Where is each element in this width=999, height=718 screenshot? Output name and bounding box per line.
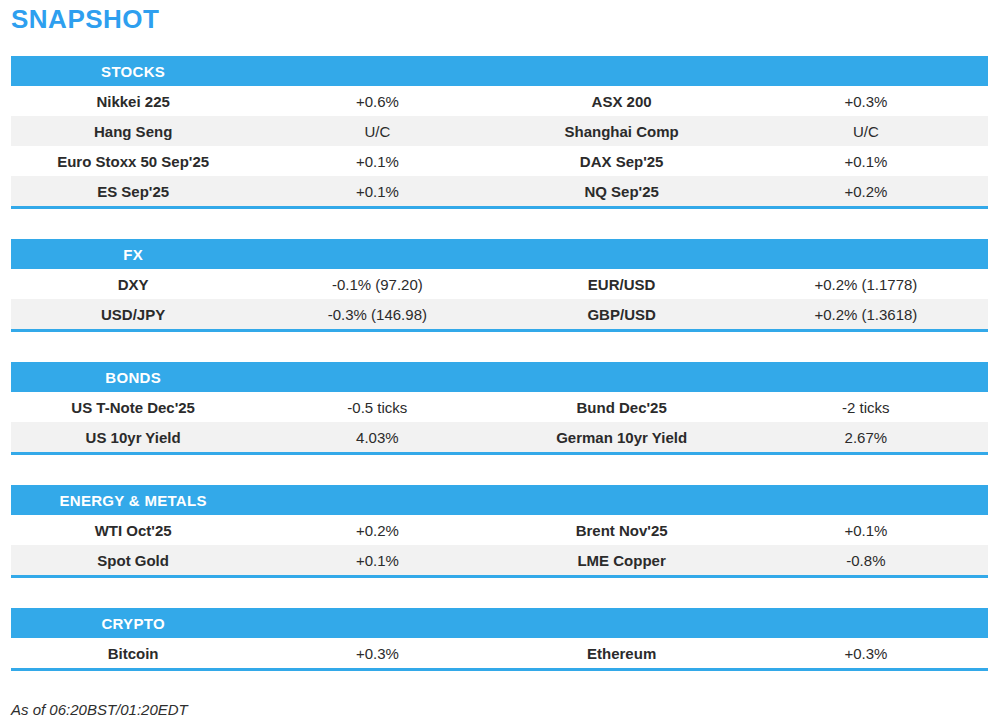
instrument-label-left: US 10yr Yield <box>11 429 255 446</box>
table-row: US T-Note Dec'25 -0.5 ticks Bund Dec'25 … <box>11 392 988 422</box>
section-rows: Nikkei 225 +0.6% ASX 200 +0.3% Hang Seng… <box>11 86 988 206</box>
instrument-label-right: GBP/USD <box>500 306 744 323</box>
section-rows: Bitcoin +0.3% Ethereum +0.3% <box>11 638 988 668</box>
market-section: CRYPTO Bitcoin +0.3% Ethereum +0.3% <box>11 608 988 671</box>
market-section: STOCKS Nikkei 225 +0.6% ASX 200 +0.3% Ha… <box>11 56 988 209</box>
instrument-value-left: -0.1% (97.20) <box>255 276 499 293</box>
market-section: FX DXY -0.1% (97.20) EUR/USD +0.2% (1.17… <box>11 239 988 332</box>
instrument-label-right: EUR/USD <box>500 276 744 293</box>
section-rows: DXY -0.1% (97.20) EUR/USD +0.2% (1.1778)… <box>11 269 988 329</box>
instrument-label-right: Bund Dec'25 <box>500 399 744 416</box>
table-row: Bitcoin +0.3% Ethereum +0.3% <box>11 638 988 668</box>
section-header-bar: ENERGY & METALS <box>11 485 988 515</box>
instrument-value-right: U/C <box>744 123 988 140</box>
instrument-value-right: +0.2% (1.1778) <box>744 276 988 293</box>
as-of-timestamp: As of 06:20BST/01:20EDT <box>11 701 988 718</box>
instrument-label-right: DAX Sep'25 <box>500 153 744 170</box>
instrument-label-left: DXY <box>11 276 255 293</box>
market-section: ENERGY & METALS WTI Oct'25 +0.2% Brent N… <box>11 485 988 578</box>
section-header-bar: CRYPTO <box>11 608 988 638</box>
instrument-label-left: WTI Oct'25 <box>11 522 255 539</box>
section-rows: US T-Note Dec'25 -0.5 ticks Bund Dec'25 … <box>11 392 988 452</box>
instrument-value-right: +0.1% <box>744 153 988 170</box>
instrument-label-right: German 10yr Yield <box>500 429 744 446</box>
instrument-label-left: ES Sep'25 <box>11 183 255 200</box>
section-header-bar: BONDS <box>11 362 988 392</box>
instrument-value-right: 2.67% <box>744 429 988 446</box>
section-title: ENERGY & METALS <box>11 492 255 509</box>
instrument-value-left: -0.3% (146.98) <box>255 306 499 323</box>
instrument-label-left: USD/JPY <box>11 306 255 323</box>
instrument-label-left: US T-Note Dec'25 <box>11 399 255 416</box>
instrument-label-left: Hang Seng <box>11 123 255 140</box>
table-row: WTI Oct'25 +0.2% Brent Nov'25 +0.1% <box>11 515 988 545</box>
instrument-label-left: Euro Stoxx 50 Sep'25 <box>11 153 255 170</box>
instrument-value-left: +0.1% <box>255 153 499 170</box>
instrument-label-right: NQ Sep'25 <box>500 183 744 200</box>
instrument-value-left: U/C <box>255 123 499 140</box>
table-row: Euro Stoxx 50 Sep'25 +0.1% DAX Sep'25 +0… <box>11 146 988 176</box>
section-title: BONDS <box>11 369 255 386</box>
instrument-value-left: +0.6% <box>255 93 499 110</box>
table-row: US 10yr Yield 4.03% German 10yr Yield 2.… <box>11 422 988 452</box>
instrument-value-right: +0.2% <box>744 183 988 200</box>
page-title: SNAPSHOT <box>11 4 988 34</box>
instrument-label-left: Bitcoin <box>11 645 255 662</box>
instrument-label-right: LME Copper <box>500 552 744 569</box>
instrument-value-left: +0.1% <box>255 552 499 569</box>
instrument-value-left: +0.3% <box>255 645 499 662</box>
instrument-value-left: -0.5 ticks <box>255 399 499 416</box>
table-row: Hang Seng U/C Shanghai Comp U/C <box>11 116 988 146</box>
table-row: USD/JPY -0.3% (146.98) GBP/USD +0.2% (1.… <box>11 299 988 329</box>
instrument-value-left: +0.1% <box>255 183 499 200</box>
table-row: ES Sep'25 +0.1% NQ Sep'25 +0.2% <box>11 176 988 206</box>
instrument-label-right: Ethereum <box>500 645 744 662</box>
instrument-value-right: +0.2% (1.3618) <box>744 306 988 323</box>
instrument-value-right: +0.3% <box>744 93 988 110</box>
instrument-value-right: -2 ticks <box>744 399 988 416</box>
instrument-value-left: 4.03% <box>255 429 499 446</box>
section-header-bar: STOCKS <box>11 56 988 86</box>
instrument-value-right: -0.8% <box>744 552 988 569</box>
sections-container: STOCKS Nikkei 225 +0.6% ASX 200 +0.3% Ha… <box>11 56 988 671</box>
section-title: FX <box>11 246 255 263</box>
instrument-value-left: +0.2% <box>255 522 499 539</box>
instrument-label-right: ASX 200 <box>500 93 744 110</box>
table-row: Spot Gold +0.1% LME Copper -0.8% <box>11 545 988 575</box>
market-section: BONDS US T-Note Dec'25 -0.5 ticks Bund D… <box>11 362 988 455</box>
section-rows: WTI Oct'25 +0.2% Brent Nov'25 +0.1% Spot… <box>11 515 988 575</box>
instrument-label-right: Shanghai Comp <box>500 123 744 140</box>
table-row: DXY -0.1% (97.20) EUR/USD +0.2% (1.1778) <box>11 269 988 299</box>
instrument-label-right: Brent Nov'25 <box>500 522 744 539</box>
section-title: CRYPTO <box>11 615 255 632</box>
market-snapshot: SNAPSHOT STOCKS Nikkei 225 +0.6% ASX 200… <box>11 4 988 718</box>
instrument-value-right: +0.1% <box>744 522 988 539</box>
section-title: STOCKS <box>11 63 255 80</box>
section-header-bar: FX <box>11 239 988 269</box>
instrument-value-right: +0.3% <box>744 645 988 662</box>
table-row: Nikkei 225 +0.6% ASX 200 +0.3% <box>11 86 988 116</box>
instrument-label-left: Nikkei 225 <box>11 93 255 110</box>
instrument-label-left: Spot Gold <box>11 552 255 569</box>
